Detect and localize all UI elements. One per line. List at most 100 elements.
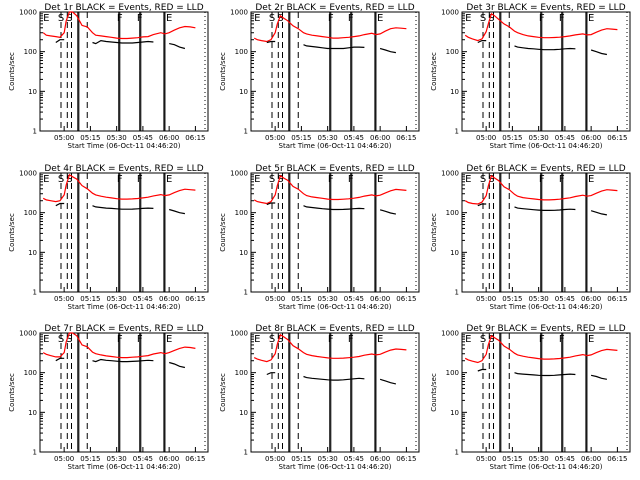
plot-frame [39,172,209,293]
segment-label: F [559,174,565,185]
y-tick-label: 100 [235,48,248,56]
x-tick-label: 05:15 [80,295,100,303]
x-tick-label: 05:00 [54,295,74,303]
x-axis-label: Start Time (06-Oct-11 04:46:20) [490,303,603,311]
segment-label: S [66,334,72,345]
series-events-line [55,357,186,369]
x-tick-label: 06:15 [607,295,627,303]
y-tick-label: 1000 [230,170,248,178]
detector-panel-3: Det 3r BLACK = Events, RED = LLD 1 10 100 10… [430,3,631,150]
panel-title: Det 8r BLACK = Events, RED = LLD [255,324,414,334]
panel-title: Det 1r BLACK = Events, RED = LLD [44,3,203,13]
plot-frame [461,11,631,132]
segment-label: S [58,334,64,345]
detector-panel-6: Det 6r BLACK = Events, RED = LLD 1 10 100 10… [430,164,631,311]
y-tick-label: 1 [244,128,248,136]
x-tick-label: 05:30 [529,455,549,463]
segment-label: E [588,334,594,345]
y-axis-label: Counts/sec [219,52,227,91]
series-lld-line [253,174,407,205]
x-tick-label: 06:00 [370,295,390,303]
series-lld-line [253,333,407,363]
segment-label: S [66,13,72,24]
x-tick-label: 06:15 [185,455,205,463]
segment-label: F [137,13,143,24]
x-tick-label: 05:45 [133,455,153,463]
x-tick-label: 05:45 [555,455,575,463]
x-axis-label: Start Time (06-Oct-11 04:46:20) [279,303,392,311]
y-tick-label: 100 [446,369,459,377]
segment-label: F [559,13,565,24]
x-tick-label: 05:15 [502,295,522,303]
segment-label: S [277,174,283,185]
segment-label: S [480,174,486,185]
y-axis-label: Counts/sec [430,52,438,91]
x-tick-label: 06:15 [607,134,627,142]
y-tick-label: 100 [235,209,248,217]
x-axis-label: Start Time (06-Oct-11 04:46:20) [490,463,603,471]
y-tick-label: 10 [28,249,37,257]
segment-label: E [254,334,260,345]
segment-label: E [43,13,49,24]
y-tick-label: 10 [239,88,248,96]
panel-title: Det 3r BLACK = Events, RED = LLD [466,3,625,13]
series-lld-line [464,12,618,42]
segment-label: E [465,13,471,24]
y-tick-label: 100 [24,48,37,56]
y-tick-label: 10 [450,249,459,257]
segment-label: F [539,334,545,345]
y-tick-label: 1000 [230,330,248,338]
x-tick-label: 05:30 [529,295,549,303]
y-tick-label: 1000 [19,330,37,338]
segment-label: F [539,13,545,24]
y-tick-label: 1 [244,449,248,457]
x-axis-label: Start Time (06-Oct-11 04:46:20) [279,463,392,471]
y-tick-label: 1000 [441,9,459,17]
x-tick-label: 05:15 [291,455,311,463]
x-tick-label: 06:15 [185,134,205,142]
y-tick-label: 10 [239,409,248,417]
x-tick-label: 05:00 [265,134,285,142]
series-events-line [477,203,608,216]
x-tick-label: 05:00 [54,455,74,463]
segment-label: S [277,13,283,24]
segment-label: S [488,334,494,345]
x-tick-label: 05:45 [344,295,364,303]
series-lld-line [464,174,618,205]
segment-label: S [269,174,275,185]
plot-frame [250,11,420,132]
plot-frame [250,332,420,453]
x-tick-label: 05:45 [133,134,153,142]
segment-label: E [166,13,172,24]
x-tick-label: 05:00 [265,295,285,303]
y-axis-label: Counts/sec [430,373,438,412]
segment-label: E [465,334,471,345]
x-tick-label: 05:15 [291,134,311,142]
segment-label: S [66,174,72,185]
x-tick-label: 05:45 [555,134,575,142]
x-tick-label: 05:00 [476,295,496,303]
y-tick-label: 100 [235,369,248,377]
detector-panel-8: Det 8r BLACK = Events, RED = LLD 1 10 100 10… [219,324,420,471]
detector-panel-7: Det 7r BLACK = Events, RED = LLD 1 10 100 10… [8,324,209,471]
x-axis-label: Start Time (06-Oct-11 04:46:20) [68,463,181,471]
series-lld-line [42,332,196,359]
segment-label: F [348,13,354,24]
x-tick-label: 05:30 [107,134,127,142]
y-tick-label: 10 [28,409,37,417]
panel-title: Det 4r BLACK = Events, RED = LLD [44,164,203,174]
segment-label: F [328,334,334,345]
segment-label: E [254,13,260,24]
plot-frame [39,11,209,132]
x-tick-label: 06:15 [185,295,205,303]
segment-label: E [465,174,471,185]
y-tick-label: 1 [455,449,459,457]
detector-panel-9: Det 9r BLACK = Events, RED = LLD 1 10 100 10… [430,324,631,471]
series-events-line [477,40,608,56]
y-tick-label: 1000 [441,330,459,338]
segment-label: S [488,174,494,185]
y-axis-label: Counts/sec [8,213,16,252]
panel-title: Det 9r BLACK = Events, RED = LLD [466,324,625,334]
y-tick-label: 10 [28,88,37,96]
x-tick-label: 06:00 [581,295,601,303]
